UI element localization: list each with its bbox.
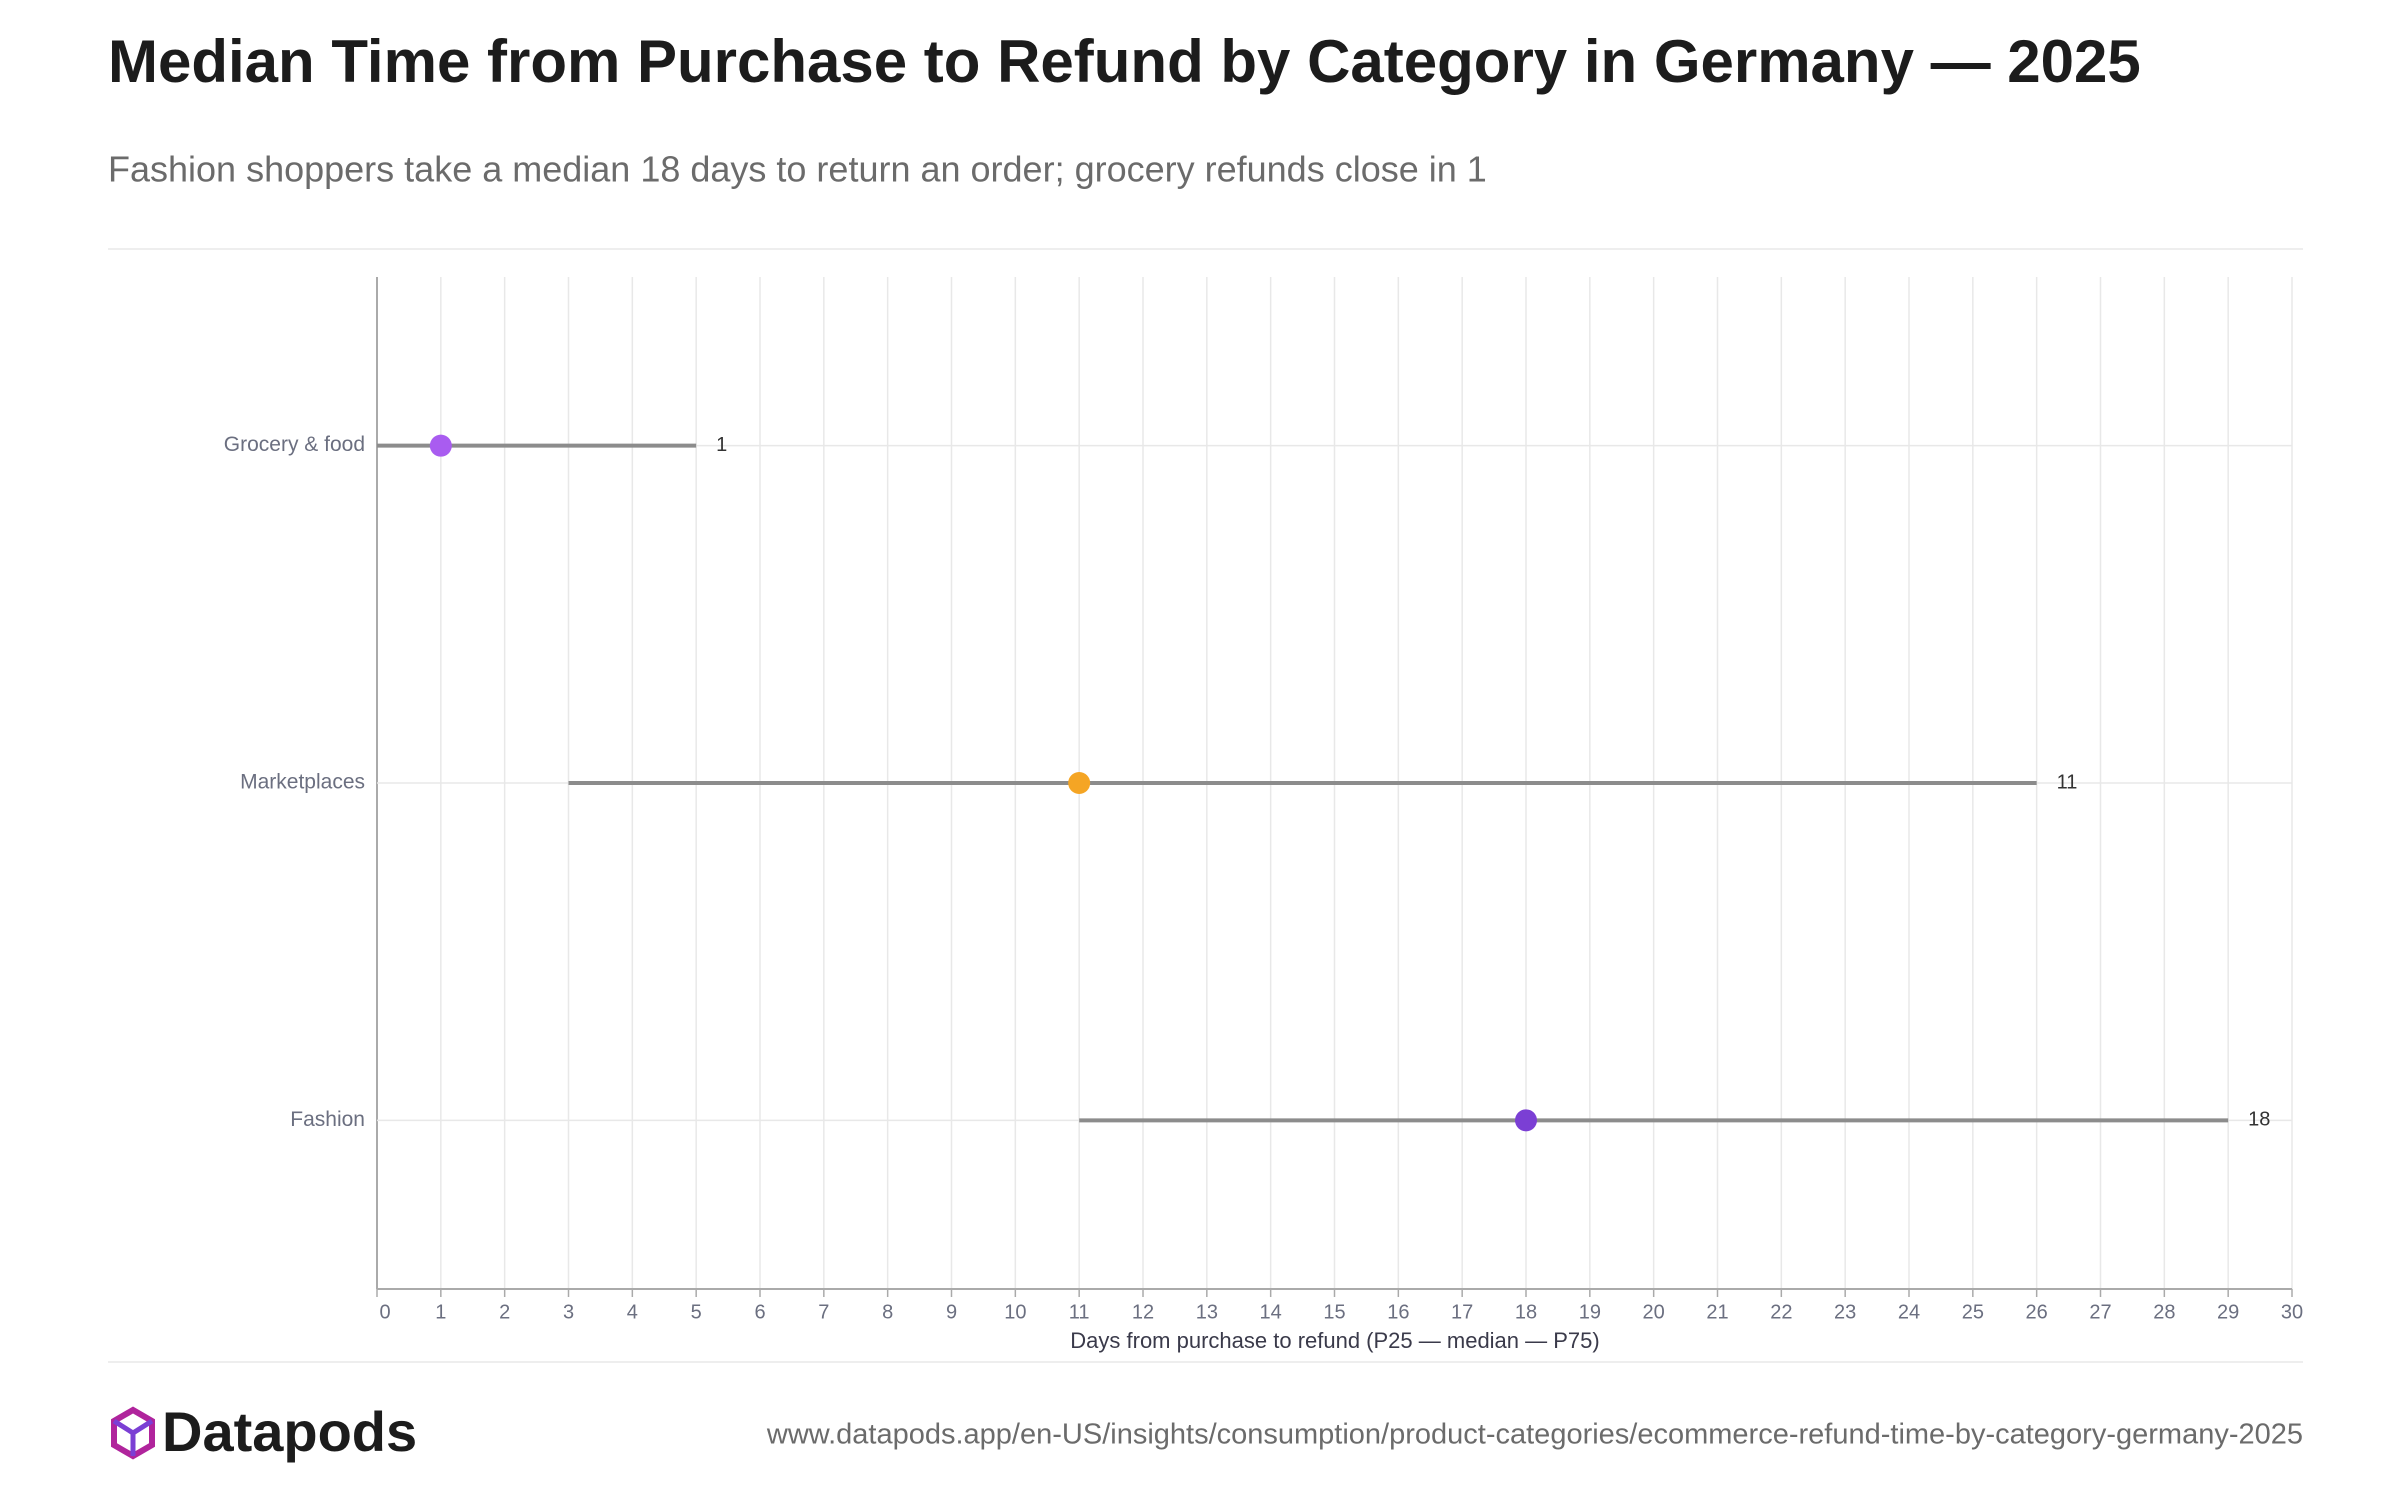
chart-title: Median Time from Purchase to Refund by C… [108, 28, 2141, 95]
y-tick-label: Grocery & food [224, 433, 365, 456]
x-tick-label: 29 [2217, 1301, 2239, 1323]
x-tick-label: 27 [2089, 1301, 2111, 1323]
x-tick-label: 18 [1515, 1301, 1537, 1323]
median-dot [1068, 772, 1091, 794]
x-tick-label: 5 [691, 1301, 702, 1323]
x-tick-label: 10 [1004, 1301, 1026, 1323]
x-tick-label: 20 [1643, 1301, 1665, 1323]
x-tick-label: 6 [754, 1301, 765, 1323]
median-dot [1515, 1109, 1537, 1132]
x-tick-label: 17 [1451, 1301, 1473, 1323]
value-label: 11 [2057, 771, 2078, 793]
x-tick-label: 25 [1962, 1301, 1984, 1323]
x-tick-label: 7 [818, 1301, 829, 1323]
x-tick-label: 22 [1770, 1301, 1792, 1323]
logo-icon [131, 1418, 154, 1436]
chart-subtitle: Fashion shoppers take a median 18 days t… [108, 149, 1487, 190]
x-tick-label: 3 [563, 1301, 574, 1323]
x-tick-label: 23 [1834, 1301, 1856, 1323]
source-url: www.datapods.app/en-US/insights/consumpt… [766, 1419, 2303, 1451]
x-tick-label: 15 [1323, 1301, 1345, 1323]
y-tick-label: Marketplaces [240, 771, 365, 794]
median-dot [429, 434, 452, 457]
brand-name: Datapods [162, 1400, 417, 1463]
x-tick-label: 9 [946, 1301, 957, 1323]
value-label: 18 [2248, 1109, 2270, 1131]
x-tick-label: 4 [627, 1301, 638, 1323]
x-axis-title: Days from purchase to refund (P25 — medi… [1070, 1328, 1599, 1353]
x-tick-label: 24 [1898, 1301, 1920, 1323]
x-tick-label: 12 [1132, 1301, 1154, 1323]
y-tick-label: Fashion [290, 1108, 365, 1131]
x-tick-label: 8 [882, 1301, 893, 1323]
x-tick-label: 13 [1196, 1301, 1218, 1323]
x-tick-label: 1 [435, 1301, 446, 1323]
x-tick-label: 16 [1387, 1301, 1409, 1323]
x-tick-label: 14 [1260, 1301, 1282, 1323]
x-tick-label: 28 [2153, 1301, 2175, 1323]
x-tick-label: 21 [1706, 1301, 1728, 1323]
logo-icon [112, 1418, 135, 1436]
x-tick-label: 0 [379, 1301, 390, 1323]
x-tick-label: 19 [1579, 1301, 1601, 1323]
x-tick-label: 11 [1069, 1301, 1090, 1323]
x-tick-label: 30 [2281, 1301, 2303, 1323]
value-label: 1 [716, 434, 727, 456]
x-tick-label: 2 [499, 1301, 510, 1323]
x-tick-label: 26 [2026, 1301, 2048, 1323]
logo: Datapods [111, 1400, 417, 1463]
